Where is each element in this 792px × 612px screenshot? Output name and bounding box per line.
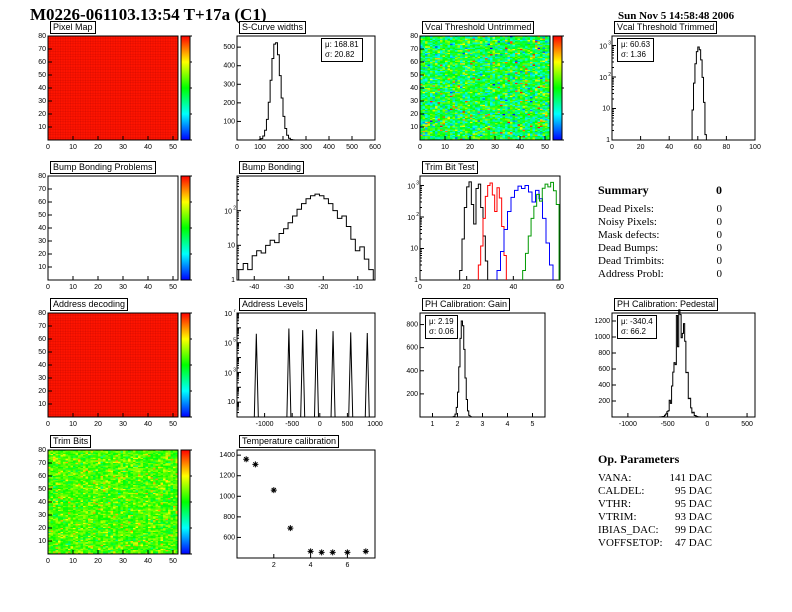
bump-bonding-problems-plot xyxy=(22,172,204,298)
trim-bits-plot xyxy=(22,446,204,572)
summary-row-label: Dead Trimbits: xyxy=(598,255,665,267)
op-parameters-heading: Op. Parameters xyxy=(598,452,680,466)
op-parameter-value: 141 DAC xyxy=(669,472,712,484)
summary-row-label: Mask defects: xyxy=(598,229,660,241)
op-parameter-row: IBIAS_DAC: 99 DAC xyxy=(598,524,712,537)
s-curve-widths-plot xyxy=(211,32,401,158)
ph-calibration-pedestal-plot xyxy=(586,309,781,435)
op-parameter-row: VANA: 141 DAC xyxy=(598,472,712,485)
summary-row-value: 0 xyxy=(716,229,723,241)
page-title: M0226-061103.13:54 T+17a (C1) xyxy=(30,5,267,24)
vcal-threshold-trimmed-stats-box: μ: 60.63 σ: 1.36 xyxy=(617,38,655,62)
bump-bonding-plot xyxy=(211,172,401,298)
summary-row-label: Address Probl: xyxy=(598,268,664,280)
op-parameter-row: VOFFSETOP: 47 DAC xyxy=(598,537,712,550)
op-parameter-label: CALDEL: xyxy=(598,485,645,497)
timestamp: Sun Nov 5 14:58:48 2006 xyxy=(618,10,735,22)
summary-row-label: Dead Pixels: xyxy=(598,203,654,215)
summary-heading: Summary xyxy=(598,183,649,197)
stat-sigma: σ: 66.2 xyxy=(621,327,646,336)
vcal-threshold-trimmed-plot xyxy=(586,32,781,158)
op-parameter-value: 99 DAC xyxy=(675,524,712,536)
ph-calibration-gain-stats-box: μ: 2.19 σ: 0.06 xyxy=(425,315,458,339)
op-parameter-row: VTRIM: 93 DAC xyxy=(598,511,712,524)
op-parameter-row: CALDEL: 95 DAC xyxy=(598,485,712,498)
stat-sigma: σ: 20.82 xyxy=(325,50,355,59)
summary-row: Dead Bumps: 0 xyxy=(598,242,722,255)
stat-sigma: σ: 1.36 xyxy=(621,50,646,59)
summary-row-value: 0 xyxy=(716,242,723,254)
address-levels-plot xyxy=(211,309,401,435)
s-curve-widths-stats-box: μ: 168.81 σ: 20.82 xyxy=(321,38,363,62)
vcal-threshold-untrimmed-plot xyxy=(394,32,576,158)
summary-row: Dead Trimbits: 0 xyxy=(598,255,722,268)
summary-row: Address Probl: 0 xyxy=(598,268,722,281)
summary-row-label: Dead Bumps: xyxy=(598,242,659,254)
ph-calibration-pedestal-stats-box: μ: -340.4 σ: 66.2 xyxy=(617,315,657,339)
summary-row-value: 0 xyxy=(716,255,723,267)
op-parameter-row: VTHR: 95 DAC xyxy=(598,498,712,511)
op-parameter-label: VTRIM: xyxy=(598,511,637,523)
stat-mean: μ: 60.63 xyxy=(621,40,651,49)
stat-mean: μ: 2.19 xyxy=(429,317,454,326)
stat-sigma: σ: 0.06 xyxy=(429,327,454,336)
summary-row-value: 0 xyxy=(716,268,723,280)
op-parameter-label: IBIAS_DAC: xyxy=(598,524,659,536)
summary-row: Noisy Pixels: 0 xyxy=(598,216,722,229)
pixel-map-plot xyxy=(22,32,204,158)
stat-mean: μ: -340.4 xyxy=(621,317,653,326)
address-decoding-plot xyxy=(22,309,204,435)
temperature-calibration-plot xyxy=(211,446,401,576)
summary-row-label: Noisy Pixels: xyxy=(598,216,657,228)
op-parameter-value: 95 DAC xyxy=(675,485,712,497)
op-parameter-value: 47 DAC xyxy=(675,537,712,549)
op-parameter-label: VTHR: xyxy=(598,498,631,510)
summary-total: 0 xyxy=(716,183,722,197)
trim-bit-test-plot xyxy=(394,172,586,298)
summary-row: Mask defects: 0 xyxy=(598,229,722,242)
op-parameter-label: VOFFSETOP: xyxy=(598,537,663,549)
summary-block: Summary 0 Dead Pixels: 0 Noisy Pixels: 0… xyxy=(598,183,722,281)
summary-row-value: 0 xyxy=(716,216,723,228)
op-parameter-label: VANA: xyxy=(598,472,632,484)
ph-calibration-gain-plot xyxy=(394,309,571,435)
summary-row-value: 0 xyxy=(716,203,723,215)
op-parameters-block: Op. Parameters VANA: 141 DAC CALDEL: 95 … xyxy=(598,452,712,550)
summary-row: Dead Pixels: 0 xyxy=(598,203,722,216)
op-parameter-value: 95 DAC xyxy=(675,498,712,510)
op-parameter-value: 93 DAC xyxy=(675,511,712,523)
stat-mean: μ: 168.81 xyxy=(325,40,359,49)
